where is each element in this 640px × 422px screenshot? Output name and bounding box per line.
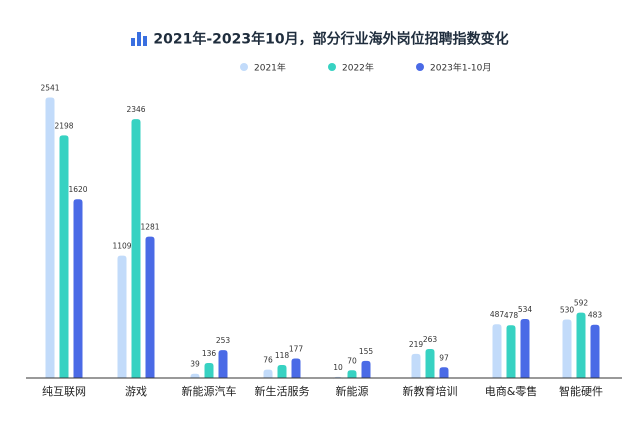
bar — [131, 119, 141, 379]
bar-value-label: 1620 — [68, 185, 87, 194]
bar — [562, 319, 572, 378]
bar — [218, 350, 228, 378]
bar — [277, 364, 287, 378]
chart-title-row: 2021年-2023年10月，部分行业海外岗位招聘指数变化 — [0, 28, 640, 49]
bar-value-label: 118 — [275, 351, 290, 360]
bar-value-label: 10 — [333, 363, 343, 372]
bar — [263, 369, 273, 378]
x-tick-label: 新能源 — [336, 384, 369, 398]
x-tick-label: 新生活服务 — [255, 384, 310, 398]
bar — [59, 135, 69, 378]
bar-value-label: 219 — [409, 340, 424, 349]
legend-label: 2022年 — [342, 62, 374, 74]
bar-value-label: 534 — [518, 305, 533, 314]
bar-value-label: 478 — [504, 311, 519, 320]
bar-value-label: 1109 — [112, 242, 131, 251]
x-tick-label: 电商&零售 — [485, 384, 538, 398]
x-tick-label: 智能硬件 — [559, 384, 603, 398]
bar — [204, 362, 214, 378]
bar-value-label: 39 — [190, 360, 200, 369]
bar-value-label: 1281 — [140, 223, 159, 232]
legend-label: 2023年1-10月 — [430, 62, 491, 74]
bar — [291, 358, 301, 378]
bar — [117, 255, 127, 378]
bar-value-label: 76 — [263, 356, 273, 365]
bar-value-label: 487 — [490, 310, 505, 319]
bar — [576, 312, 586, 378]
bar — [73, 199, 83, 378]
legend-marker — [240, 63, 248, 71]
bar — [411, 353, 421, 378]
legend-marker — [416, 63, 424, 71]
bar — [361, 360, 371, 378]
bar — [45, 97, 55, 378]
bar-value-label: 2198 — [54, 121, 73, 130]
bar-value-label: 2346 — [126, 105, 145, 114]
bar-value-label: 592 — [574, 299, 589, 308]
bar-value-label: 177 — [289, 344, 304, 353]
x-tick-label: 新教育培训 — [403, 384, 458, 398]
bar-value-label: 70 — [347, 356, 357, 365]
bar-value-label: 253 — [216, 336, 231, 345]
bar-value-label: 530 — [560, 306, 575, 315]
bar-value-label: 263 — [423, 335, 438, 344]
bar — [439, 367, 449, 378]
x-tick-label: 新能源汽车 — [182, 384, 237, 398]
bar — [190, 373, 200, 378]
bar-value-label: 136 — [202, 349, 217, 358]
chart-title: 2021年-2023年10月，部分行业海外岗位招聘指数变化 — [153, 31, 509, 48]
legend-marker — [328, 63, 336, 71]
x-tick-label: 纯互联网 — [42, 385, 86, 398]
bar-value-label: 2541 — [40, 84, 59, 93]
bar — [520, 319, 530, 378]
bar — [347, 370, 357, 378]
bar — [590, 324, 600, 378]
bar — [425, 348, 435, 378]
bar-value-label: 97 — [439, 353, 449, 362]
x-tick-label: 游戏 — [125, 385, 147, 398]
legend-label: 2021年 — [254, 62, 286, 74]
bar-chart-icon — [131, 31, 148, 46]
bar-value-label: 155 — [359, 347, 374, 356]
bar — [506, 325, 516, 378]
bar — [492, 324, 502, 378]
bar-value-label: 483 — [588, 311, 603, 320]
bar — [145, 236, 155, 378]
